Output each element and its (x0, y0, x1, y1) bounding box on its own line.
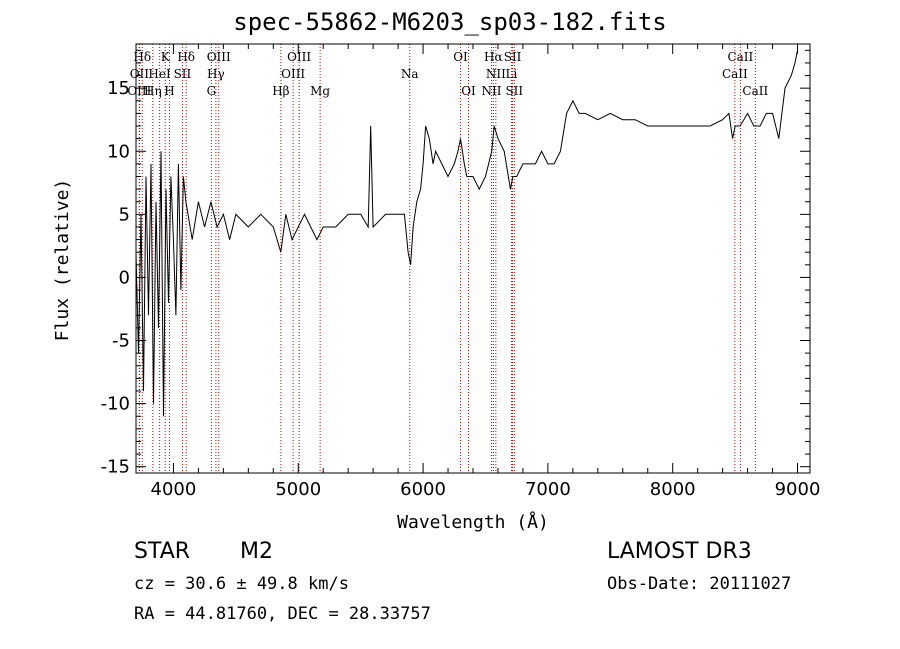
line-label: Hα (484, 50, 503, 64)
line-label: NII (481, 84, 501, 98)
y-tick-label: 10 (107, 141, 130, 162)
line-label: NII (486, 67, 506, 81)
y-tick-label: -10 (101, 394, 130, 415)
observation-date: Obs-Date: 20111027 (607, 574, 792, 594)
line-label: SII (174, 67, 192, 81)
x-tick-label: 5000 (275, 479, 321, 500)
y-tick-label: 5 (119, 204, 130, 225)
line-label: Hδ (177, 50, 195, 64)
line-label: Hδ (133, 50, 151, 64)
survey-name: LAMOST DR3 (607, 539, 752, 564)
object-subclass: M2 (240, 539, 273, 564)
line-label: Na (401, 67, 419, 81)
line-label: CaII (722, 67, 748, 81)
line-label: OIII (287, 50, 311, 64)
x-tick-label: 7000 (525, 479, 571, 500)
line-label: OIII (127, 84, 151, 98)
line-label: OIII (281, 67, 305, 81)
line-label: G (207, 84, 217, 98)
line-label: Mg (310, 84, 330, 98)
y-tick-label: 0 (119, 267, 130, 288)
y-tick-label: 15 (107, 78, 130, 99)
emission-lines (138, 44, 756, 473)
line-label: Hβ (272, 84, 289, 98)
axis-ticks: 4000 5000 6000 7000 8000 9000 -15 -10 -5 0 5 10 15 (101, 44, 821, 500)
line-label: Li (506, 67, 518, 81)
line-label: CaII (742, 84, 768, 98)
x-axis-label: Wavelength (Å) (397, 511, 549, 533)
line-label: SII (504, 50, 522, 64)
line-label: OIII (207, 50, 231, 64)
y-tick-label: -15 (101, 457, 130, 478)
line-label: OI (453, 50, 468, 64)
x-tick-label: 4000 (151, 479, 197, 500)
y-tick-label: -5 (112, 331, 130, 352)
chart-title: spec-55862-M6203_sp03-182.fits (233, 8, 667, 36)
x-tick-label: 6000 (400, 479, 446, 500)
line-label: K (161, 50, 171, 64)
spectrum-line (135, 50, 798, 417)
y-axis-label: Flux (relative) (52, 179, 73, 342)
line-label: H (164, 84, 174, 98)
plot-frame (135, 43, 811, 474)
line-label: SII (505, 84, 523, 98)
line-label: CaII (727, 50, 753, 64)
object-class: STAR (134, 539, 191, 564)
line-label: OI (461, 84, 476, 98)
line-label: HeI (148, 67, 171, 81)
x-tick-label: 8000 (650, 479, 696, 500)
line-label: Hη (144, 84, 162, 98)
line-label: OII (130, 67, 150, 81)
ra-dec: RA = 44.81760, DEC = 28.33757 (134, 604, 431, 624)
line-label: Hγ (207, 67, 225, 81)
x-tick-label: 9000 (775, 479, 821, 500)
redshift-cz: cz = 30.6 ± 49.8 km/s (134, 574, 349, 594)
